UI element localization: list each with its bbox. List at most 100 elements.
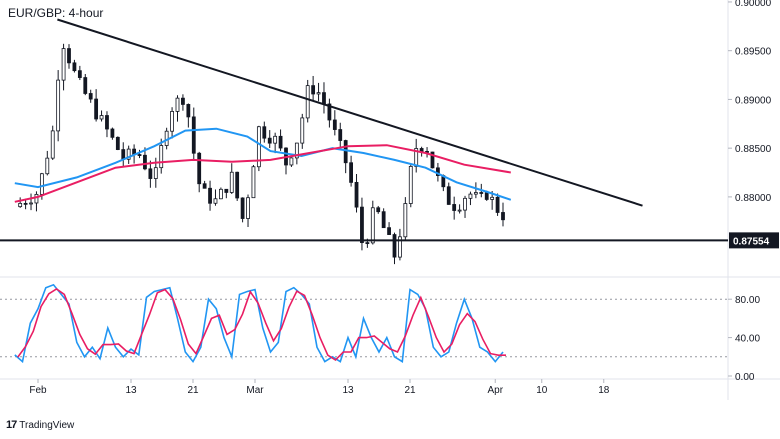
candle-body	[479, 192, 484, 194]
stochastic-tick-label: 40.00	[735, 334, 760, 345]
candle-body	[56, 79, 61, 132]
candle-body	[218, 188, 223, 200]
candle-body	[18, 202, 23, 208]
time-tick-label: 21	[187, 385, 199, 396]
candle-body	[240, 197, 245, 219]
candle-body	[349, 162, 354, 183]
time-tick-label: Apr	[487, 385, 503, 396]
candle-body	[137, 154, 142, 156]
candle-body	[121, 149, 126, 160]
moving-average-line	[14, 127, 512, 201]
descending-trendline	[57, 18, 643, 207]
candle-body	[294, 142, 299, 159]
candle-body	[99, 115, 104, 120]
stochastic-d-line	[17, 288, 506, 362]
candle-body	[419, 148, 424, 152]
candle-body	[148, 168, 153, 179]
candle-body	[430, 151, 435, 169]
candle-body	[354, 181, 359, 208]
tradingview-logo-icon: 17	[6, 419, 17, 431]
time-tick-label: Mar	[246, 385, 264, 396]
candle-body	[175, 97, 180, 112]
candle-body	[246, 197, 250, 219]
candle-body	[452, 204, 457, 211]
time-tick-label: 13	[125, 385, 137, 396]
candle-body	[181, 97, 185, 105]
candle-body	[267, 137, 272, 144]
chart-title: EUR/GBP: 4-hour	[8, 6, 104, 20]
candle-body	[256, 126, 261, 168]
tradingview-logo-text: TradingView	[19, 419, 75, 431]
candle-body	[414, 148, 419, 167]
candle-body	[435, 167, 440, 176]
tradingview-logo: 17 TradingView	[6, 419, 74, 431]
candle-body	[278, 135, 283, 149]
candle-body	[305, 85, 310, 119]
candle-body	[94, 98, 99, 120]
candle-body	[370, 207, 375, 244]
support-price-label: 0.87554	[733, 236, 770, 247]
candle-body	[316, 92, 321, 95]
stochastic-tick-label: 80.00	[735, 295, 760, 306]
candle-body	[67, 48, 71, 64]
price-tick-label: 0.90000	[735, 0, 772, 9]
candle-body	[495, 196, 500, 213]
candle-body	[197, 152, 202, 185]
price-tick-label: 0.88000	[735, 193, 772, 204]
stochastic-tick-label: 0.00	[735, 372, 755, 383]
candle-body	[300, 117, 305, 144]
candle-body	[473, 192, 478, 195]
candle-body	[29, 202, 33, 205]
candle-body	[34, 193, 39, 204]
candle-body	[381, 211, 386, 229]
candle-body	[392, 234, 397, 258]
candle-body	[208, 187, 212, 204]
candle-body	[213, 198, 218, 204]
candle-body	[408, 166, 413, 204]
candle-body	[387, 227, 391, 235]
candle-body	[273, 135, 278, 144]
candle-body	[224, 188, 229, 193]
candle-body	[468, 193, 473, 199]
candle-body	[403, 203, 408, 238]
support-price-tag	[729, 232, 779, 249]
time-tick-label: 10	[536, 385, 548, 396]
candle-body	[425, 150, 429, 153]
candle-body	[115, 136, 120, 150]
candle-body	[110, 128, 115, 138]
time-tick-label: Feb	[29, 385, 47, 396]
candle-body	[311, 85, 316, 95]
candle-body	[170, 111, 174, 132]
candle-body	[45, 157, 50, 175]
candle-body	[332, 119, 337, 130]
time-tick-label: 18	[598, 385, 610, 396]
candle-body	[105, 115, 109, 130]
candle-body	[343, 140, 348, 164]
price-tick-label: 0.89000	[735, 95, 772, 106]
candle-body	[50, 130, 55, 159]
candle-body	[23, 202, 28, 205]
moving-average-line	[14, 144, 511, 203]
time-tick-label: 21	[404, 385, 416, 396]
candle-body	[235, 171, 240, 199]
candle-body	[262, 126, 267, 139]
candle-body	[77, 70, 82, 78]
candle-body	[327, 103, 332, 121]
candle-body	[365, 242, 370, 245]
candle-body	[360, 206, 364, 244]
candle-body	[39, 173, 44, 195]
candle-body	[143, 154, 147, 170]
candle-body	[88, 93, 93, 100]
candle-body	[229, 171, 234, 193]
candle-body	[251, 166, 256, 199]
candle-body	[83, 77, 88, 94]
candle-body	[490, 196, 495, 200]
candle-body	[484, 192, 489, 200]
candle-body	[501, 212, 505, 221]
candle-body	[446, 186, 451, 205]
candle-body	[338, 129, 343, 141]
candle-body	[457, 209, 462, 212]
candle-body	[61, 48, 66, 81]
candle-body	[153, 167, 158, 179]
